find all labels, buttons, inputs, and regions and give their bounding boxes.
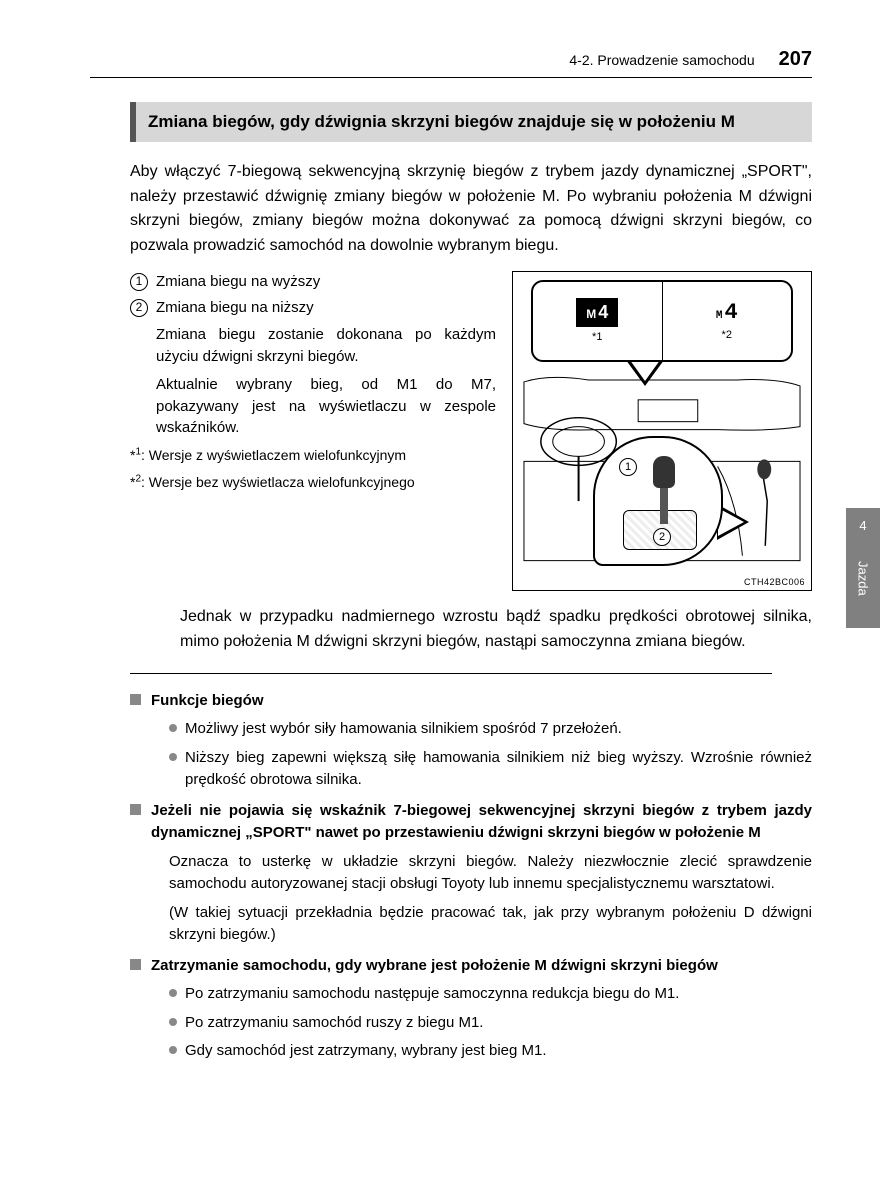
subsection-1-content: Funkcje biegów Możliwy jest wybór siły h… xyxy=(151,690,812,792)
display2-gear: 4 xyxy=(724,300,737,325)
shifter-stick xyxy=(660,484,668,524)
sec1-title: Funkcje biegów xyxy=(151,690,812,713)
section-title: Zmiana biegów, gdy dźwignia skrzyni bieg… xyxy=(130,102,812,142)
side-tab: 4 Jazda xyxy=(846,508,880,628)
side-tab-chapter: 4 xyxy=(859,518,866,533)
shifter-callout: 1 2 xyxy=(593,436,723,566)
square-bullet-icon xyxy=(130,804,141,815)
numbered-text-2: Zmiana biegu na niższy xyxy=(156,297,314,319)
gear-diagram: M 4 *1 M 4 *2 xyxy=(512,271,812,591)
display2-m: M xyxy=(716,310,723,322)
display1-gear: 4 xyxy=(598,302,608,323)
dot-icon xyxy=(169,1018,177,1026)
sec3-bullet-1: Po zatrzymaniu samochodu następuje samoc… xyxy=(169,983,718,1006)
subsection-1: Funkcje biegów Możliwy jest wybór siły h… xyxy=(130,690,812,792)
intro-paragraph: Aby włączyć 7-biegową sekwencyjną skrzyn… xyxy=(130,160,812,259)
display-variant-1: M 4 *1 xyxy=(533,282,663,360)
star-1: *1 xyxy=(592,331,602,343)
page-header: 4-2. Prowadzenie samochodu 207 xyxy=(90,48,812,78)
dot-icon xyxy=(169,1046,177,1054)
sec3-b2-text: Po zatrzymaniu samochód ruszy z biegu M1… xyxy=(185,1012,483,1035)
subsection-3: Zatrzymanie samochodu, gdy wybrane jest … xyxy=(130,955,812,1063)
subsection-2: Jeżeli nie pojawia się wskaźnik 7-biegow… xyxy=(130,800,812,947)
indent-para-a: Zmiana biegu zostanie dokonana po każdym… xyxy=(156,324,496,368)
sec1-bullet-2: Niższy bieg zapewni większą siłę hamowan… xyxy=(169,747,812,792)
footnote-2-text: : Wersje bez wyświetlacza wielofunkcyjne… xyxy=(141,474,415,490)
dot-icon xyxy=(169,989,177,997)
subsection-3-content: Zatrzymanie samochodu, gdy wybrane jest … xyxy=(151,955,718,1063)
display1-m: M xyxy=(586,307,596,321)
sec1-b1-text: Możliwy jest wybór siły hamowania silnik… xyxy=(185,718,622,741)
subsection-2-content: Jeżeli nie pojawia się wskaźnik 7-biegow… xyxy=(151,800,812,947)
diagram-ref: CTH42BC006 xyxy=(744,577,805,587)
sec3-title: Zatrzymanie samochodu, gdy wybrane jest … xyxy=(151,955,718,978)
right-column: M 4 *1 M 4 *2 xyxy=(512,271,812,591)
sec2-title: Jeżeli nie pojawia się wskaźnik 7-biegow… xyxy=(151,800,812,845)
two-column-block: 1 Zmiana biegu na wyższy 2 Zmiana biegu … xyxy=(130,271,812,591)
numbered-item-2: 2 Zmiana biegu na niższy xyxy=(130,297,496,319)
sec1-b2-text: Niższy bieg zapewni większą siłę hamowan… xyxy=(185,747,812,792)
dot-icon xyxy=(169,753,177,761)
indent-para-b: Aktualnie wybrany bieg, od M1 do M7, pok… xyxy=(156,374,496,439)
sec3-bullet-3: Gdy samochód jest zatrzymany, wybrany je… xyxy=(169,1040,718,1063)
footnote-1-text: : Wersje z wyświetlaczem wielofunkcyjnym xyxy=(141,447,406,463)
display-callout: M 4 *1 M 4 *2 xyxy=(531,280,793,362)
star-2: *2 xyxy=(722,329,732,341)
sec3-b1-text: Po zatrzymaniu samochodu następuje samoc… xyxy=(185,983,679,1006)
shifter-knob xyxy=(653,456,675,488)
sec3-b3-text: Gdy samochód jest zatrzymany, wybrany je… xyxy=(185,1040,547,1063)
sec2-p2: (W takiej sytuacji przekładnia będzie pr… xyxy=(169,902,812,947)
side-tab-label: Jazda xyxy=(856,561,871,596)
closing-paragraph: Jednak w przypadku nadmiernego wzrostu b… xyxy=(180,605,812,655)
circle-2-icon: 2 xyxy=(130,299,148,317)
sec2-p1: Oznacza to usterkę w układzie skrzyni bi… xyxy=(169,851,812,896)
page-number: 207 xyxy=(779,48,812,71)
square-bullet-icon xyxy=(130,959,141,970)
numbered-text-1: Zmiana biegu na wyższy xyxy=(156,271,320,293)
sec1-bullet-1: Możliwy jest wybór siły hamowania silnik… xyxy=(169,718,812,741)
display-white: M 4 xyxy=(716,300,738,325)
circle-1-icon: 1 xyxy=(130,273,148,291)
sec3-bullet-2: Po zatrzymaniu samochód ruszy z biegu M1… xyxy=(169,1012,718,1035)
dot-icon xyxy=(169,724,177,732)
square-bullet-icon xyxy=(130,694,141,705)
diagram-circle-2: 2 xyxy=(653,528,671,546)
divider xyxy=(130,673,772,674)
display-variant-2: M 4 *2 xyxy=(663,282,792,360)
header-section: 4-2. Prowadzenie samochodu xyxy=(569,52,754,68)
footnote-1: *1: Wersje z wyświetlaczem wielofunkcyjn… xyxy=(130,445,496,465)
diagram-circle-1: 1 xyxy=(619,458,637,476)
left-column: 1 Zmiana biegu na wyższy 2 Zmiana biegu … xyxy=(130,271,496,591)
display-black: M 4 xyxy=(576,298,618,327)
footnote-2: *2: Wersje bez wyświetlacza wielofunkcyj… xyxy=(130,472,496,492)
numbered-item-1: 1 Zmiana biegu na wyższy xyxy=(130,271,496,293)
